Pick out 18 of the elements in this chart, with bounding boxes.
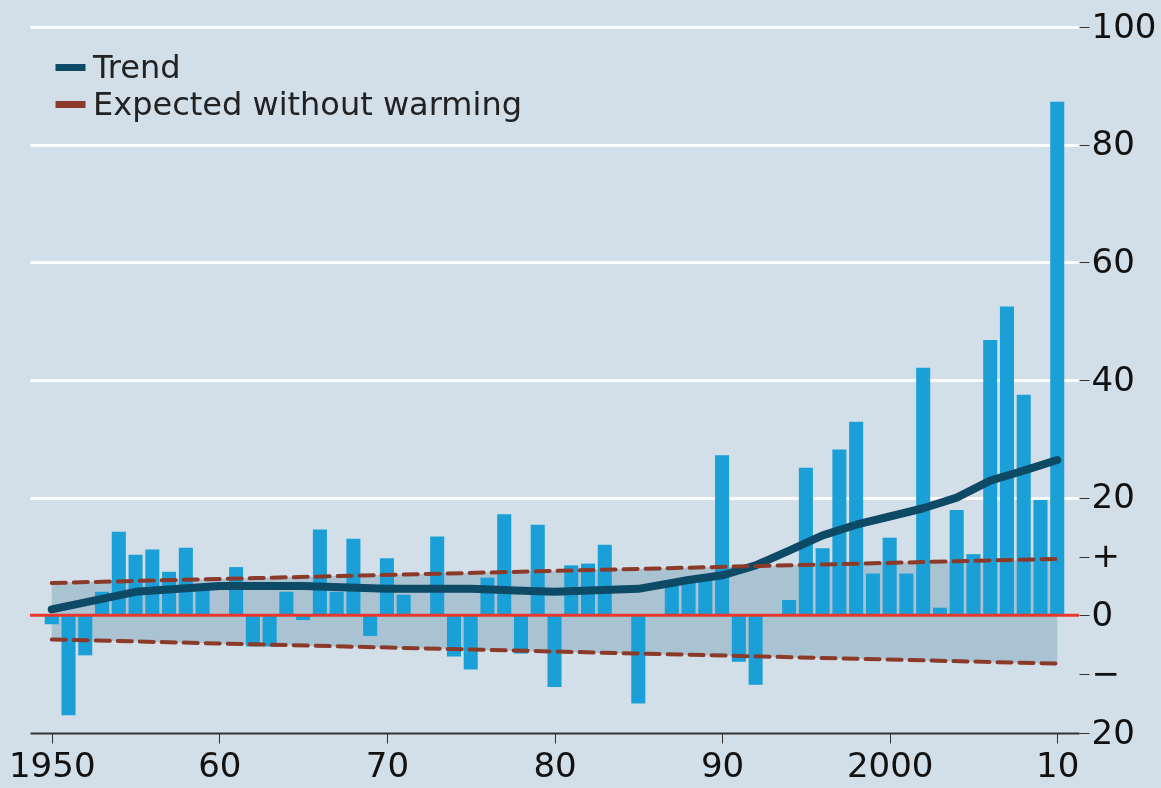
y-tick-label: 60	[1091, 240, 1135, 281]
x-tick-label: 2000	[846, 744, 934, 785]
x-tick-label: 70	[365, 744, 410, 785]
x-tick-label: 10	[1036, 744, 1080, 785]
y-tick-label: −	[1091, 652, 1120, 693]
x-tick-label: 1950	[8, 744, 96, 785]
y-tick-label: +	[1091, 535, 1120, 575]
x-tick-label: 90	[700, 744, 745, 785]
x-tick-label: 60	[198, 744, 242, 785]
legend-label: Expected without warming	[93, 84, 522, 123]
y-tick-label: 0	[1091, 593, 1114, 634]
y-tick-label: 80	[1091, 123, 1135, 164]
y-tick-label: 20	[1091, 711, 1135, 752]
y-tick-label: 40	[1091, 358, 1135, 399]
y-tick-label: 100	[1091, 5, 1157, 46]
x-tick-label: 80	[533, 744, 577, 785]
y-tick-label: 20	[1091, 476, 1135, 517]
legend-label: Trend	[92, 47, 181, 86]
